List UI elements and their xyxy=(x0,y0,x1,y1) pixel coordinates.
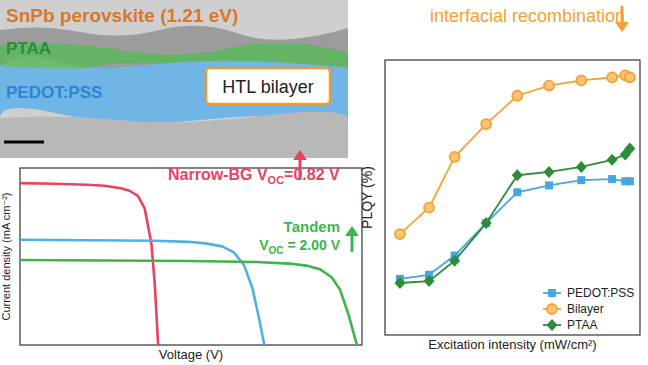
marker xyxy=(544,166,555,178)
marker xyxy=(545,181,553,189)
marker xyxy=(424,203,434,213)
marker xyxy=(394,277,405,289)
series-line xyxy=(400,75,630,234)
scale-bar xyxy=(4,141,44,144)
legend: PEDOT:PSS Bilayer PTAA xyxy=(543,286,634,332)
marker xyxy=(607,154,618,166)
marker xyxy=(607,72,617,82)
data-group xyxy=(20,183,357,345)
marker xyxy=(576,161,587,173)
narrow-bg-arrow-shaft xyxy=(299,158,302,180)
annotation-text: = 2.00 V xyxy=(284,237,341,253)
annotation-subscript: OC xyxy=(268,174,285,186)
marker xyxy=(513,188,521,196)
legend-label: Bilayer xyxy=(567,302,604,316)
micrograph-bg xyxy=(0,0,348,158)
schematic-title: SnPb perovskite (1.21 eV) xyxy=(6,5,238,26)
chart-1: Excitation intensity (mW/cm²) PLQY (%) PED… xyxy=(359,6,640,352)
legend-label: PTAA xyxy=(567,318,597,332)
marker xyxy=(577,176,585,184)
narrow-bg-arrow-head xyxy=(293,150,307,160)
plot-frame xyxy=(385,60,640,335)
recombination-arrow-head xyxy=(615,22,629,32)
marker xyxy=(624,143,635,155)
htl-label: HTL bilayer xyxy=(222,77,313,97)
annotation-symbol: V xyxy=(257,166,268,183)
legend-marker xyxy=(548,289,556,297)
recombination-arrow-shaft xyxy=(621,6,624,24)
y-axis-label: Current density (mA cm⁻²) xyxy=(0,192,12,320)
data-group xyxy=(394,70,635,289)
series-line xyxy=(20,183,158,345)
marker xyxy=(424,275,435,287)
htl-box xyxy=(206,68,330,104)
marker xyxy=(626,177,634,185)
layer-label: PEDOT:PSS xyxy=(6,83,102,102)
marker xyxy=(625,72,635,82)
chart-0: Voltage (V) Current density (mA cm⁻²) Narr… xyxy=(0,150,362,362)
series-line xyxy=(20,240,264,345)
legend-marker xyxy=(547,304,557,314)
legend-marker xyxy=(547,319,558,331)
marker xyxy=(544,81,554,91)
legend-label: PEDOT:PSS xyxy=(567,286,634,300)
marker xyxy=(512,169,523,181)
annotation: interfacial recombination xyxy=(430,6,625,26)
marker xyxy=(608,175,616,183)
series-line xyxy=(400,149,630,283)
marker xyxy=(395,229,405,239)
y-axis-label: PLQY (%) xyxy=(359,166,375,229)
graphical-abstract: SnPb perovskite (1.21 eV) PTAA PEDOT:PSS HT… xyxy=(0,0,648,365)
tandem-arrow-head xyxy=(345,226,359,236)
marker xyxy=(481,217,492,229)
marker xyxy=(449,255,460,267)
annotation: Narrow-BG VOC=0.82 V xyxy=(168,166,340,186)
series-line xyxy=(400,179,630,279)
x-axis-label: Voltage (V) xyxy=(159,347,223,362)
annotation-text: =0.82 V xyxy=(284,166,340,183)
tandem-arrow-shaft xyxy=(351,234,354,252)
marker xyxy=(481,119,491,129)
marker xyxy=(576,75,586,85)
annotation: VOC = 2.00 V xyxy=(259,237,340,256)
substrate-layer xyxy=(0,111,348,158)
layer-label: PTAA xyxy=(6,39,51,58)
micrograph: SnPb perovskite (1.21 eV) PTAA PEDOT:PSS HT… xyxy=(0,0,348,158)
plot-frame xyxy=(20,168,362,345)
marker xyxy=(512,91,522,101)
annotation-subscript: OC xyxy=(269,245,284,256)
series-line xyxy=(20,260,357,345)
marker xyxy=(450,152,460,162)
annotation-label: Tandem xyxy=(284,218,340,235)
annotation-label: Narrow-BG xyxy=(168,166,257,183)
x-axis-label: Excitation intensity (mW/cm²) xyxy=(428,337,596,352)
